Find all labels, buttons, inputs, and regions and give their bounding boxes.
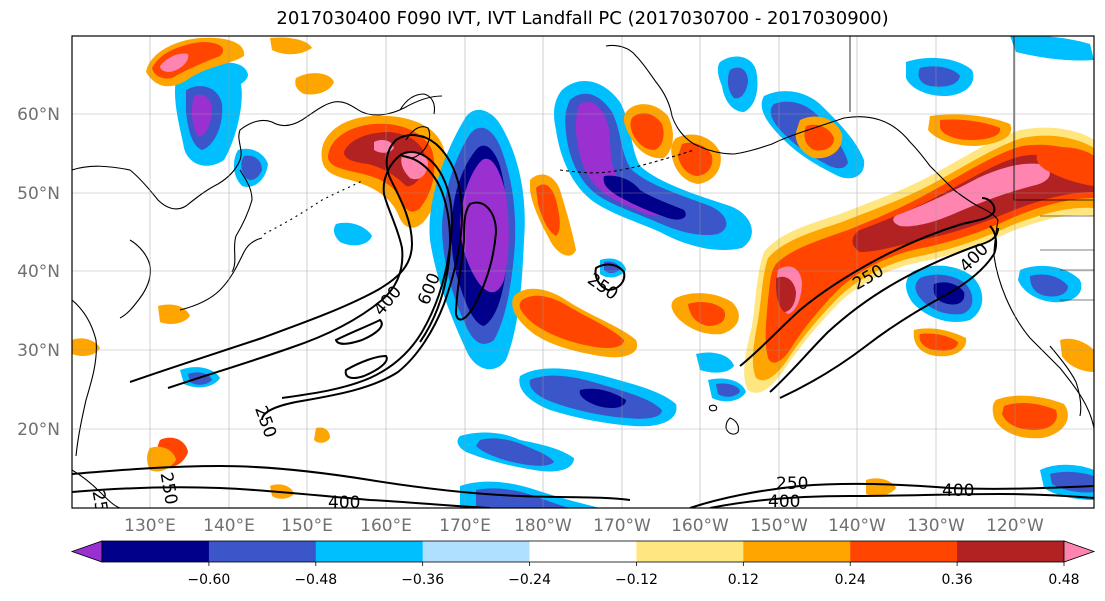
contour-600-west bbox=[401, 155, 451, 343]
colorbar-segment bbox=[850, 541, 958, 562]
colorbar-labels: −0.60 −0.48 −0.36 −0.24 −0.12 0.12 0.24 0.36 0.4… bbox=[187, 572, 1079, 588]
chukotka-coast bbox=[399, 93, 436, 115]
lon-label-150e: 150°E bbox=[281, 516, 333, 536]
contour-400-east-a bbox=[769, 227, 999, 393]
aleutian-chain bbox=[559, 149, 695, 174]
positive-blobs-alaska bbox=[530, 104, 843, 256]
kamchatka-tip bbox=[403, 126, 431, 159]
contour-250-east bbox=[739, 197, 996, 367]
contour-250-south bbox=[72, 464, 631, 501]
lat-label-40n: 40°N bbox=[17, 262, 60, 282]
lon-label-140w: 140°W bbox=[828, 516, 886, 536]
map-title: 2017030400 F090 IVT, IVT Landfall PC (20… bbox=[276, 8, 889, 29]
contour-600-inner-a bbox=[334, 318, 383, 345]
lon-label-160w: 160°W bbox=[671, 516, 729, 536]
colorbar-tick-label: −0.36 bbox=[401, 572, 444, 588]
na-west-coast bbox=[993, 219, 1094, 429]
lat-label-60n: 60°N bbox=[17, 105, 60, 125]
baja-coast bbox=[1049, 345, 1082, 417]
colorbar-segment bbox=[315, 541, 424, 562]
scattered-small-cells bbox=[72, 222, 1094, 499]
colorbar-segment bbox=[529, 541, 637, 562]
sakhalin-coast bbox=[231, 169, 253, 273]
lon-label-150w: 150°W bbox=[750, 516, 808, 536]
contour-400-south bbox=[72, 486, 491, 508]
colorbar-tick-label: 0.24 bbox=[835, 572, 866, 588]
china-coast bbox=[72, 299, 97, 457]
colorbar-tick-label: 0.12 bbox=[728, 572, 759, 588]
lon-label-120w: 120°W bbox=[986, 516, 1044, 536]
positive-blob-central bbox=[512, 288, 1068, 439]
colorbar-tick-label: −0.60 bbox=[187, 572, 230, 588]
lon-label-180w: 180°W bbox=[514, 516, 572, 536]
contour-400-southeast bbox=[709, 492, 1094, 508]
contour-label: 400 bbox=[942, 481, 974, 501]
lon-label-130e: 130°E bbox=[124, 516, 176, 536]
positive-blob-nw-top bbox=[146, 37, 334, 95]
contour-250-southeast bbox=[689, 482, 1094, 508]
indochina-coast bbox=[72, 469, 121, 508]
lat-label-20n: 20°N bbox=[17, 420, 60, 440]
lon-label-130w: 130°W bbox=[907, 516, 965, 536]
colorbar-segment bbox=[636, 541, 744, 562]
colorbar-segment bbox=[208, 541, 317, 562]
contour-400-east-b bbox=[779, 225, 998, 399]
lat-label-50n: 50°N bbox=[17, 184, 60, 204]
us-state-borders bbox=[1040, 215, 1094, 301]
colorbar-segment bbox=[743, 541, 851, 562]
lon-label-160e: 160°E bbox=[360, 516, 412, 536]
contour-label: 250 bbox=[88, 489, 113, 524]
ivt-contours bbox=[72, 134, 1094, 508]
contour-600-inner-c bbox=[454, 201, 498, 321]
colorbar-extend-low bbox=[70, 540, 103, 563]
contour-label: 250 bbox=[776, 474, 808, 494]
contour-250-central bbox=[594, 263, 626, 292]
colorbar-tick-label: −0.48 bbox=[294, 572, 337, 588]
lat-label-30n: 30°N bbox=[17, 341, 60, 361]
colorbar-tick-label: 0.36 bbox=[942, 572, 973, 588]
colorbar-tick-label: −0.24 bbox=[508, 572, 551, 588]
negative-blob-alaska bbox=[554, 36, 1094, 251]
gridlines bbox=[72, 36, 1094, 508]
longitude-labels: 130°E 140°E 150°E 160°E 170°E 180°W 170°… bbox=[124, 516, 1044, 536]
asia-coast bbox=[72, 95, 443, 210]
latitude-labels: 60°N 50°N 40°N 30°N 20°N bbox=[17, 105, 60, 440]
negative-band-central bbox=[429, 109, 525, 370]
political-borders bbox=[849, 36, 1094, 201]
colorbar-extend-high bbox=[1063, 540, 1096, 563]
contour-250-west bbox=[129, 134, 464, 421]
map-content: 250 400 600 250 400 250 400 250 400 400 … bbox=[72, 36, 1094, 524]
contour-400-west bbox=[167, 151, 453, 399]
contour-600-inner-b bbox=[344, 354, 388, 379]
colorbar-segment bbox=[422, 541, 531, 562]
anomaly-fill-layer bbox=[72, 36, 1094, 508]
coastlines bbox=[72, 36, 1094, 508]
lon-label-170e: 170°E bbox=[439, 516, 491, 536]
colorbar bbox=[70, 540, 1096, 566]
korea-coast bbox=[119, 239, 151, 319]
lon-label-170w: 170°W bbox=[593, 516, 651, 536]
alaska-coast bbox=[605, 44, 999, 221]
hawaii-islet bbox=[708, 404, 718, 412]
kuril-islands bbox=[263, 179, 365, 235]
negative-band-subtropical bbox=[457, 368, 1094, 508]
hawaii-island bbox=[725, 417, 740, 435]
colorbar-segment bbox=[957, 541, 1065, 562]
contour-label: 400 bbox=[328, 493, 360, 513]
negative-blob-kamchatka bbox=[174, 62, 268, 187]
colorbar-tick-label: 0.48 bbox=[1048, 572, 1079, 588]
colorbar-tick-label: −0.12 bbox=[615, 572, 658, 588]
map-frame bbox=[71, 35, 1095, 509]
contour-label: 400 bbox=[768, 492, 800, 512]
lon-label-140e: 140°E bbox=[203, 516, 255, 536]
colorbar-segment bbox=[102, 541, 210, 562]
